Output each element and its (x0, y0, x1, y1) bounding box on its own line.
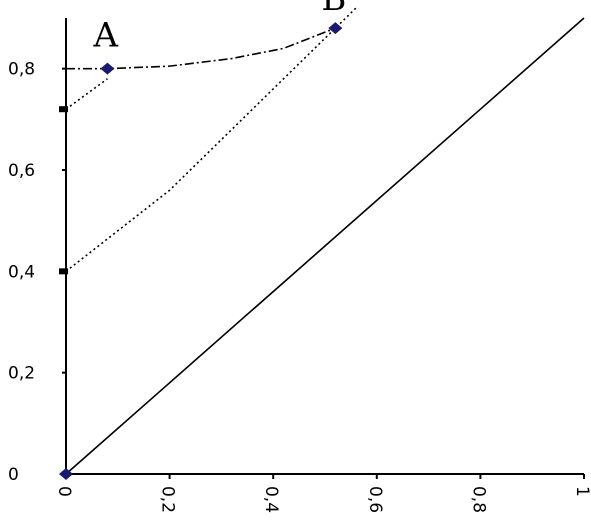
point-label: B (321, 0, 346, 19)
point-marker (100, 62, 115, 75)
y-tick-label: 0,8 (8, 60, 35, 80)
y-ticks: 0 0,2 0,4 0,6 0,8 (8, 60, 66, 485)
series-line-dotted (65, 78, 108, 110)
x-tick-label: 1 (572, 486, 591, 497)
y-tick-label: 0 (8, 465, 19, 485)
y-tick-label: 0,6 (8, 161, 35, 181)
point-marker (328, 22, 343, 35)
x-tick-label: 0 (54, 486, 74, 497)
x-tick-label: 0,2 (158, 486, 178, 513)
x-tick-label: 0,4 (261, 486, 281, 513)
y-axis-mark (59, 106, 68, 113)
x-ticks: 0 0,2 0,4 0,6 0,8 1 (54, 474, 591, 513)
series-group (65, 7, 585, 475)
series-line-solid (65, 17, 585, 475)
point-label: A (92, 16, 118, 56)
x-tick-label: 0,8 (468, 486, 488, 513)
point-marker (59, 468, 73, 480)
y-tick-label: 0,4 (8, 262, 35, 282)
axis-marks (59, 106, 68, 275)
points-group: AB (59, 0, 346, 480)
x-tick-label: 0,6 (365, 486, 385, 513)
y-tick-label: 0,2 (8, 364, 35, 384)
y-axis-mark (59, 268, 68, 275)
